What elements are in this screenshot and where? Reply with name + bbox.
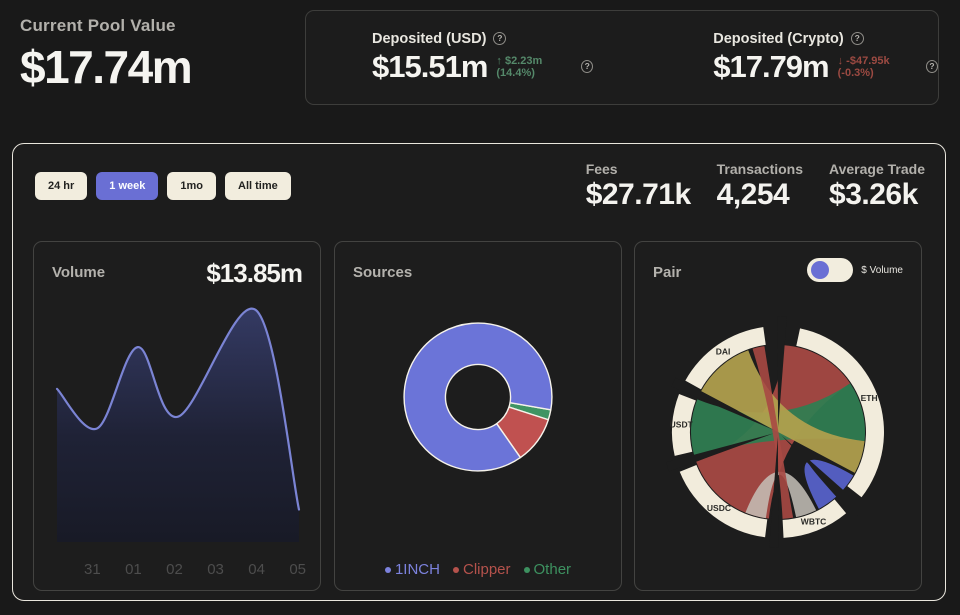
filter-alltime[interactable]: All time [225, 172, 291, 200]
sources-donut-chart [403, 322, 553, 472]
stat-transactions: Transactions 4,254 [717, 161, 803, 212]
legend-dot-icon [384, 566, 391, 573]
stat-value: 4,254 [716, 178, 790, 211]
toggle-knob-icon [811, 261, 830, 279]
current-pool-value: Current Pool Value $17.74m [20, 16, 193, 94]
sources-card: Sources 1INCH Clipper Other [334, 241, 622, 591]
legend-label: Clipper [462, 561, 511, 578]
change-text: ↓ -$47.95k (-0.3%) [837, 54, 890, 79]
stat-label: Transactions [716, 161, 804, 177]
volume-x-axis: 31 01 02 03 04 05 [84, 561, 306, 578]
legend-dot-icon [452, 566, 459, 573]
volume-total: $13.85m [206, 258, 303, 288]
stat-fees: Fees $27.71k [586, 161, 691, 212]
analytics-panel: 24 hr 1 week 1mo All time Fees $27.71k T… [12, 143, 946, 601]
deposited-crypto-label: Deposited (Crypto) [713, 30, 844, 47]
volume-card: Volume $13.85m 31 01 02 03 04 05 [33, 241, 321, 591]
pool-value-label: Current Pool Value [20, 16, 176, 35]
x-tick-label: 31 [84, 561, 101, 578]
deposited-usd-value: $15.51m [372, 48, 488, 84]
x-tick-label: 01 [125, 561, 142, 578]
help-icon[interactable]: ? [493, 32, 507, 45]
svg-text:ETH: ETH [861, 393, 878, 403]
legend-item-clipper[interactable]: Clipper [452, 561, 511, 578]
stat-average-trade: Average Trade $3.26k [829, 161, 925, 212]
svg-text:WBTC: WBTC [801, 517, 827, 527]
pair-title: Pair [653, 264, 682, 281]
x-tick-label: 03 [207, 561, 224, 578]
legend-label: Other [533, 561, 572, 578]
pool-value-amount: $17.74m [20, 41, 193, 93]
change-text: ↑ $2.23m (14.4%) [496, 54, 543, 79]
toggle-label: $ Volume [861, 264, 903, 276]
filter-24hr[interactable]: 24 hr [35, 172, 88, 200]
volume-toggle-row: $ Volume [807, 258, 903, 282]
legend-label: 1INCH [394, 561, 440, 578]
filter-1mo[interactable]: 1mo [167, 172, 217, 200]
volume-area-chart [55, 307, 301, 542]
deposited-panel: Deposited (USD) ? $15.51m ↑ $2.23m (14.4… [305, 10, 939, 105]
stat-label: Fees [585, 161, 618, 177]
volume-title: Volume [52, 264, 106, 281]
svg-text:USDT: USDT [670, 419, 694, 429]
help-icon[interactable]: ? [850, 32, 864, 45]
legend-item-other[interactable]: Other [523, 561, 572, 578]
svg-text:DAI: DAI [716, 346, 731, 356]
pair-card: Pair $ Volume ETH WBTC USDC USDT DAI [634, 241, 922, 591]
stat-value: $27.71k [585, 178, 691, 211]
help-icon[interactable]: ? [581, 60, 594, 73]
svg-text:USDC: USDC [707, 503, 731, 513]
deposited-crypto: Deposited (Crypto) ? $17.79m ↓ -$47.95k … [713, 31, 938, 85]
deposited-crypto-change: ↓ -$47.95k (-0.3%) ? [838, 55, 938, 79]
x-tick-label: 02 [166, 561, 183, 578]
x-tick-label: 05 [289, 561, 306, 578]
deposited-usd-change: ↑ $2.23m (14.4%) ? [496, 54, 594, 79]
filter-1week[interactable]: 1 week [96, 172, 159, 200]
sources-legend: 1INCH Clipper Other [335, 561, 621, 578]
deposited-usd: Deposited (USD) ? $15.51m ↑ $2.23m (14.4… [372, 30, 594, 85]
help-icon[interactable]: ? [925, 60, 938, 73]
x-tick-label: 04 [248, 561, 265, 578]
stat-label: Average Trade [829, 161, 925, 177]
sources-title: Sources [353, 264, 413, 281]
pair-chord-chart: ETH WBTC USDC USDT DAI [666, 316, 884, 548]
deposited-crypto-value: $17.79m [713, 48, 829, 84]
legend-item-1inch[interactable]: 1INCH [384, 561, 440, 578]
summary-stats: Fees $27.71k Transactions 4,254 Average … [586, 161, 925, 212]
legend-dot-icon [523, 566, 530, 573]
stat-value: $3.26k [829, 178, 918, 211]
time-range-filters: 24 hr 1 week 1mo All time [35, 172, 291, 200]
dollar-volume-toggle[interactable] [807, 258, 854, 282]
deposited-usd-label: Deposited (USD) [372, 30, 487, 47]
